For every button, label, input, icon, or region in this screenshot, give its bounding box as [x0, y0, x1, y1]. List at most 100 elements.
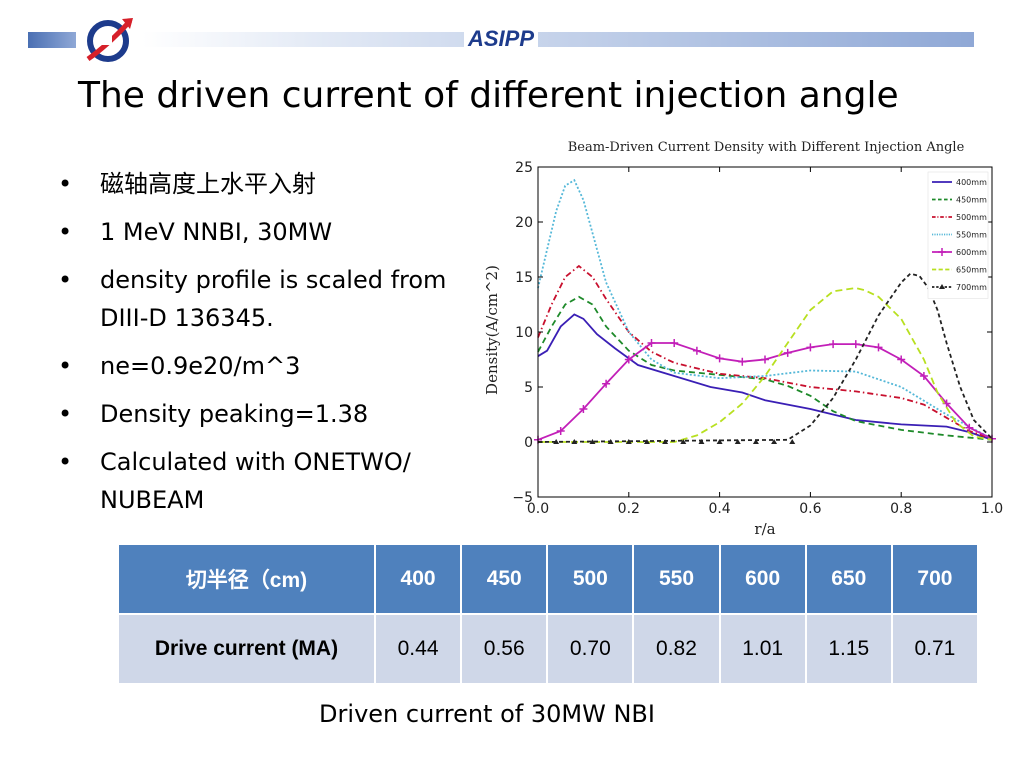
series-point [734, 439, 741, 444]
series-point [571, 439, 578, 444]
series-point [602, 379, 611, 388]
legend-marker [939, 284, 945, 289]
series-point [647, 339, 656, 347]
legend-label: 650mm [956, 266, 987, 275]
series-point [897, 355, 906, 364]
series-point [752, 439, 759, 444]
legend-label: 500mm [956, 213, 987, 222]
series-point [589, 439, 596, 444]
table-header-row: 切半径（cm) 400 450 500 550 600 650 700 [117, 543, 980, 615]
legend-label: 450mm [956, 196, 987, 205]
x-tick-label: 0.0 [527, 501, 549, 517]
series-line-500mm [537, 264, 993, 440]
y-tick-label: −5 [512, 490, 533, 506]
header-bar-left [28, 32, 76, 48]
table-cell: 0.56 [460, 613, 549, 685]
x-tick-label: 1.0 [981, 501, 1003, 517]
slide-title: The driven current of different injectio… [78, 75, 899, 116]
table-caption: Driven current of 30MW NBI [319, 700, 655, 728]
y-tick-label: 5 [524, 380, 533, 396]
x-tick-label: 0.4 [708, 501, 730, 517]
series-point [851, 340, 860, 349]
table-cell: 0.71 [890, 613, 980, 685]
y-tick-label: 10 [515, 325, 533, 341]
bullet-text: 磁轴高度上水平入射 [100, 170, 316, 198]
series-point [806, 343, 815, 352]
table-cell: 1.15 [804, 613, 893, 685]
series-point [607, 439, 614, 444]
series-point [738, 357, 747, 366]
table-row-label: Drive current (MA) [117, 613, 376, 685]
bullet-dot-icon: • [58, 352, 73, 380]
series-point [783, 348, 792, 357]
bullet-item: • 1 MeV NNBI, 30MW [58, 213, 478, 251]
legend-marker [938, 248, 946, 256]
bullet-item: • ne=0.9e20/m^3 [58, 347, 478, 385]
series-point [662, 439, 669, 444]
series-line-450mm [537, 295, 993, 441]
org-name: ASIPP [464, 27, 539, 51]
series-point [771, 439, 778, 444]
series-point [715, 354, 724, 363]
series-point [919, 372, 928, 380]
x-tick-label: 0.8 [890, 501, 912, 517]
legend-label: 700mm [956, 283, 987, 292]
table-header-cell: 700 [890, 543, 980, 615]
table-cell: 0.82 [632, 613, 721, 685]
current-density-chart: Beam-Driven Current Density with Differe… [478, 128, 1010, 544]
table-header-cell: 550 [632, 543, 721, 615]
bullet-item: • Calculated with ONETWO/ NUBEAM [58, 443, 478, 519]
table-cell: 0.70 [546, 613, 635, 685]
series-point [698, 439, 705, 444]
legend-label: 600mm [956, 248, 987, 257]
series-point [692, 346, 701, 355]
bullet-text: ne=0.9e20/m^3 [100, 352, 301, 380]
legend-label: 550mm [956, 231, 987, 240]
series-line-550mm [537, 178, 993, 440]
series-point [553, 439, 560, 444]
bullet-item: • density profile is scaled from DIII-D 1… [58, 261, 478, 337]
series-point [670, 339, 679, 347]
series-point [965, 423, 974, 432]
bullet-text: density profile is scaled from DIII-D 13… [100, 266, 447, 332]
series-point [556, 427, 565, 435]
series-line-400mm [537, 313, 993, 441]
series-point [789, 439, 796, 444]
series-point [874, 343, 883, 352]
bullet-dot-icon: • [58, 218, 73, 246]
table-cell: 1.01 [718, 613, 807, 685]
table-header-cell: 450 [460, 543, 549, 615]
table-header-radius: 切半径（cm) [117, 543, 376, 615]
bullet-text: Calculated with ONETWO/ NUBEAM [100, 448, 411, 514]
chart-title: Beam-Driven Current Density with Differe… [568, 140, 965, 155]
series-point [680, 439, 687, 444]
series-point [829, 340, 838, 349]
series-point [716, 439, 723, 444]
bullet-dot-icon: • [58, 448, 73, 476]
x-axis-label: r/a [754, 520, 775, 538]
table-row: Drive current (MA) 0.44 0.56 0.70 0.82 1… [117, 613, 980, 685]
series-point [624, 355, 633, 364]
chart-svg: Beam-Driven Current Density with Differe… [478, 128, 1010, 544]
y-axis-label: Density(A/cm^2) [483, 265, 501, 395]
series-point [761, 355, 769, 364]
bullet-dot-icon: • [58, 266, 73, 294]
table-header-cell: 500 [546, 543, 635, 615]
x-tick-label: 0.6 [799, 501, 821, 517]
series-line-650mm [538, 287, 993, 443]
series-point [625, 439, 632, 444]
series-point [643, 439, 650, 444]
bullet-item: • Density peaking=1.38 [58, 395, 478, 433]
drive-current-table: 切半径（cm) 400 450 500 550 600 650 700 Driv… [117, 543, 980, 685]
series-line-700mm [537, 272, 993, 443]
legend-label: 400mm [956, 178, 987, 187]
bullet-text: Density peaking=1.38 [100, 400, 369, 428]
y-tick-label: 25 [515, 160, 533, 176]
table-cell: 0.44 [373, 613, 463, 685]
y-tick-label: 20 [515, 215, 533, 231]
y-tick-label: 0 [524, 435, 533, 451]
y-tick-label: 15 [515, 270, 533, 286]
table-header-cell: 600 [718, 543, 807, 615]
table-header-cell: 650 [804, 543, 893, 615]
table-header-cell: 400 [373, 543, 463, 615]
